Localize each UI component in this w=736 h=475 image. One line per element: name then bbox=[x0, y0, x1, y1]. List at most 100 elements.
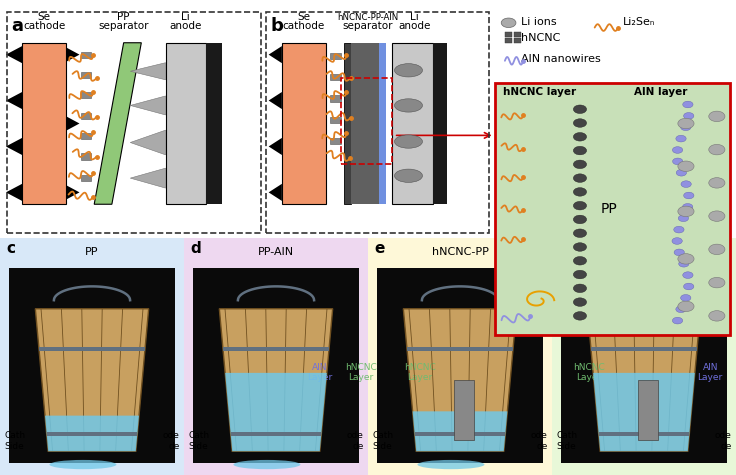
Ellipse shape bbox=[233, 460, 300, 469]
Bar bbox=[206, 43, 222, 204]
Polygon shape bbox=[593, 373, 695, 451]
Circle shape bbox=[573, 119, 587, 127]
Bar bbox=[223, 347, 329, 351]
Text: separator: separator bbox=[99, 21, 149, 31]
Text: PP-AlN: PP-AlN bbox=[258, 247, 294, 257]
Text: hNCNC-PP-AlN: hNCNC-PP-AlN bbox=[337, 13, 399, 22]
Circle shape bbox=[573, 188, 587, 196]
Text: hNCNC
Layer: hNCNC Layer bbox=[573, 362, 605, 382]
Text: a: a bbox=[11, 17, 23, 35]
Ellipse shape bbox=[49, 460, 116, 469]
Text: Cath
Side: Cath Side bbox=[556, 431, 578, 451]
Circle shape bbox=[573, 229, 587, 238]
Text: AlN nanowires: AlN nanowires bbox=[521, 54, 601, 65]
Circle shape bbox=[683, 272, 693, 278]
Polygon shape bbox=[413, 411, 507, 451]
Bar bbox=[379, 43, 386, 204]
Polygon shape bbox=[351, 43, 379, 204]
Bar bbox=[433, 43, 447, 204]
Text: hNCNC layer: hNCNC layer bbox=[503, 87, 576, 97]
Text: ode
de: ode de bbox=[715, 431, 732, 451]
Circle shape bbox=[501, 18, 516, 28]
Bar bbox=[330, 117, 341, 123]
Bar bbox=[330, 138, 341, 144]
Bar bbox=[81, 153, 91, 160]
Circle shape bbox=[573, 174, 587, 182]
Text: Li ions: Li ions bbox=[521, 17, 556, 28]
Bar bbox=[39, 347, 145, 351]
Circle shape bbox=[679, 215, 689, 221]
Bar bbox=[22, 43, 66, 204]
Text: b: b bbox=[271, 17, 283, 35]
Polygon shape bbox=[219, 309, 333, 451]
Text: cathode: cathode bbox=[23, 21, 66, 31]
Circle shape bbox=[681, 124, 691, 131]
Circle shape bbox=[709, 277, 725, 288]
Text: hNCNC
Layer: hNCNC Layer bbox=[344, 362, 377, 382]
Text: Se: Se bbox=[297, 12, 311, 22]
Polygon shape bbox=[225, 373, 327, 451]
Bar bbox=[637, 380, 658, 440]
Circle shape bbox=[679, 260, 689, 267]
Circle shape bbox=[678, 161, 694, 171]
Circle shape bbox=[684, 192, 694, 199]
Bar bbox=[166, 43, 206, 204]
Ellipse shape bbox=[394, 64, 422, 77]
Circle shape bbox=[709, 111, 725, 122]
Circle shape bbox=[573, 243, 587, 251]
Text: ode
de: ode de bbox=[531, 431, 548, 451]
Bar bbox=[591, 347, 697, 351]
Polygon shape bbox=[587, 309, 701, 451]
Text: d: d bbox=[190, 241, 201, 256]
Bar bbox=[495, 83, 730, 335]
Bar bbox=[341, 78, 392, 164]
Circle shape bbox=[573, 146, 587, 155]
Bar bbox=[193, 268, 359, 463]
Bar bbox=[0, 238, 184, 475]
Text: cathode: cathode bbox=[283, 21, 325, 31]
Polygon shape bbox=[130, 96, 166, 115]
Bar bbox=[407, 347, 513, 351]
Circle shape bbox=[673, 226, 684, 233]
Polygon shape bbox=[6, 46, 22, 63]
Bar bbox=[7, 12, 261, 233]
Bar bbox=[46, 432, 138, 436]
Bar bbox=[330, 74, 341, 80]
Bar bbox=[81, 175, 91, 181]
Polygon shape bbox=[45, 416, 139, 451]
Polygon shape bbox=[94, 43, 141, 204]
Text: ode
de: ode de bbox=[163, 431, 180, 451]
Circle shape bbox=[573, 312, 587, 320]
Text: Cath
Side: Cath Side bbox=[188, 431, 210, 451]
Bar bbox=[330, 53, 341, 59]
Polygon shape bbox=[269, 46, 282, 63]
Circle shape bbox=[681, 181, 691, 188]
Bar bbox=[81, 113, 91, 119]
Bar bbox=[514, 32, 521, 37]
Text: AlN
Layer: AlN Layer bbox=[308, 362, 333, 382]
Polygon shape bbox=[269, 138, 282, 155]
Circle shape bbox=[682, 204, 693, 210]
Polygon shape bbox=[66, 48, 79, 62]
Circle shape bbox=[676, 135, 686, 142]
Bar bbox=[184, 238, 368, 475]
Text: hNCNC
Layer: hNCNC Layer bbox=[403, 362, 436, 382]
Bar bbox=[453, 380, 474, 440]
Bar bbox=[81, 72, 91, 78]
Circle shape bbox=[709, 244, 725, 255]
Text: anode: anode bbox=[169, 21, 202, 31]
Text: PP: PP bbox=[601, 202, 618, 216]
Text: PP: PP bbox=[118, 12, 130, 22]
Circle shape bbox=[678, 254, 694, 264]
Bar bbox=[552, 238, 736, 475]
Circle shape bbox=[673, 147, 683, 153]
Bar bbox=[81, 52, 91, 58]
Circle shape bbox=[573, 256, 587, 265]
Bar bbox=[282, 43, 326, 204]
Bar bbox=[266, 12, 489, 233]
Text: hNCNC-PP-AlN: hNCNC-PP-AlN bbox=[604, 247, 684, 257]
Circle shape bbox=[573, 215, 587, 224]
Circle shape bbox=[672, 238, 682, 244]
Polygon shape bbox=[130, 168, 166, 188]
Polygon shape bbox=[269, 92, 282, 109]
